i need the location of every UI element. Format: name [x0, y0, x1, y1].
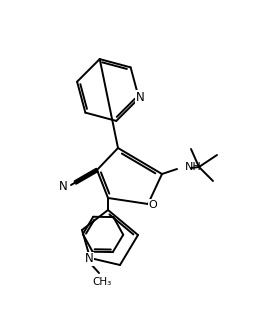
Text: NH: NH — [185, 162, 202, 172]
Text: N: N — [59, 181, 67, 194]
Text: N: N — [136, 91, 144, 104]
Text: O: O — [149, 200, 157, 210]
Text: CH₃: CH₃ — [92, 277, 112, 287]
Text: N: N — [85, 252, 93, 266]
